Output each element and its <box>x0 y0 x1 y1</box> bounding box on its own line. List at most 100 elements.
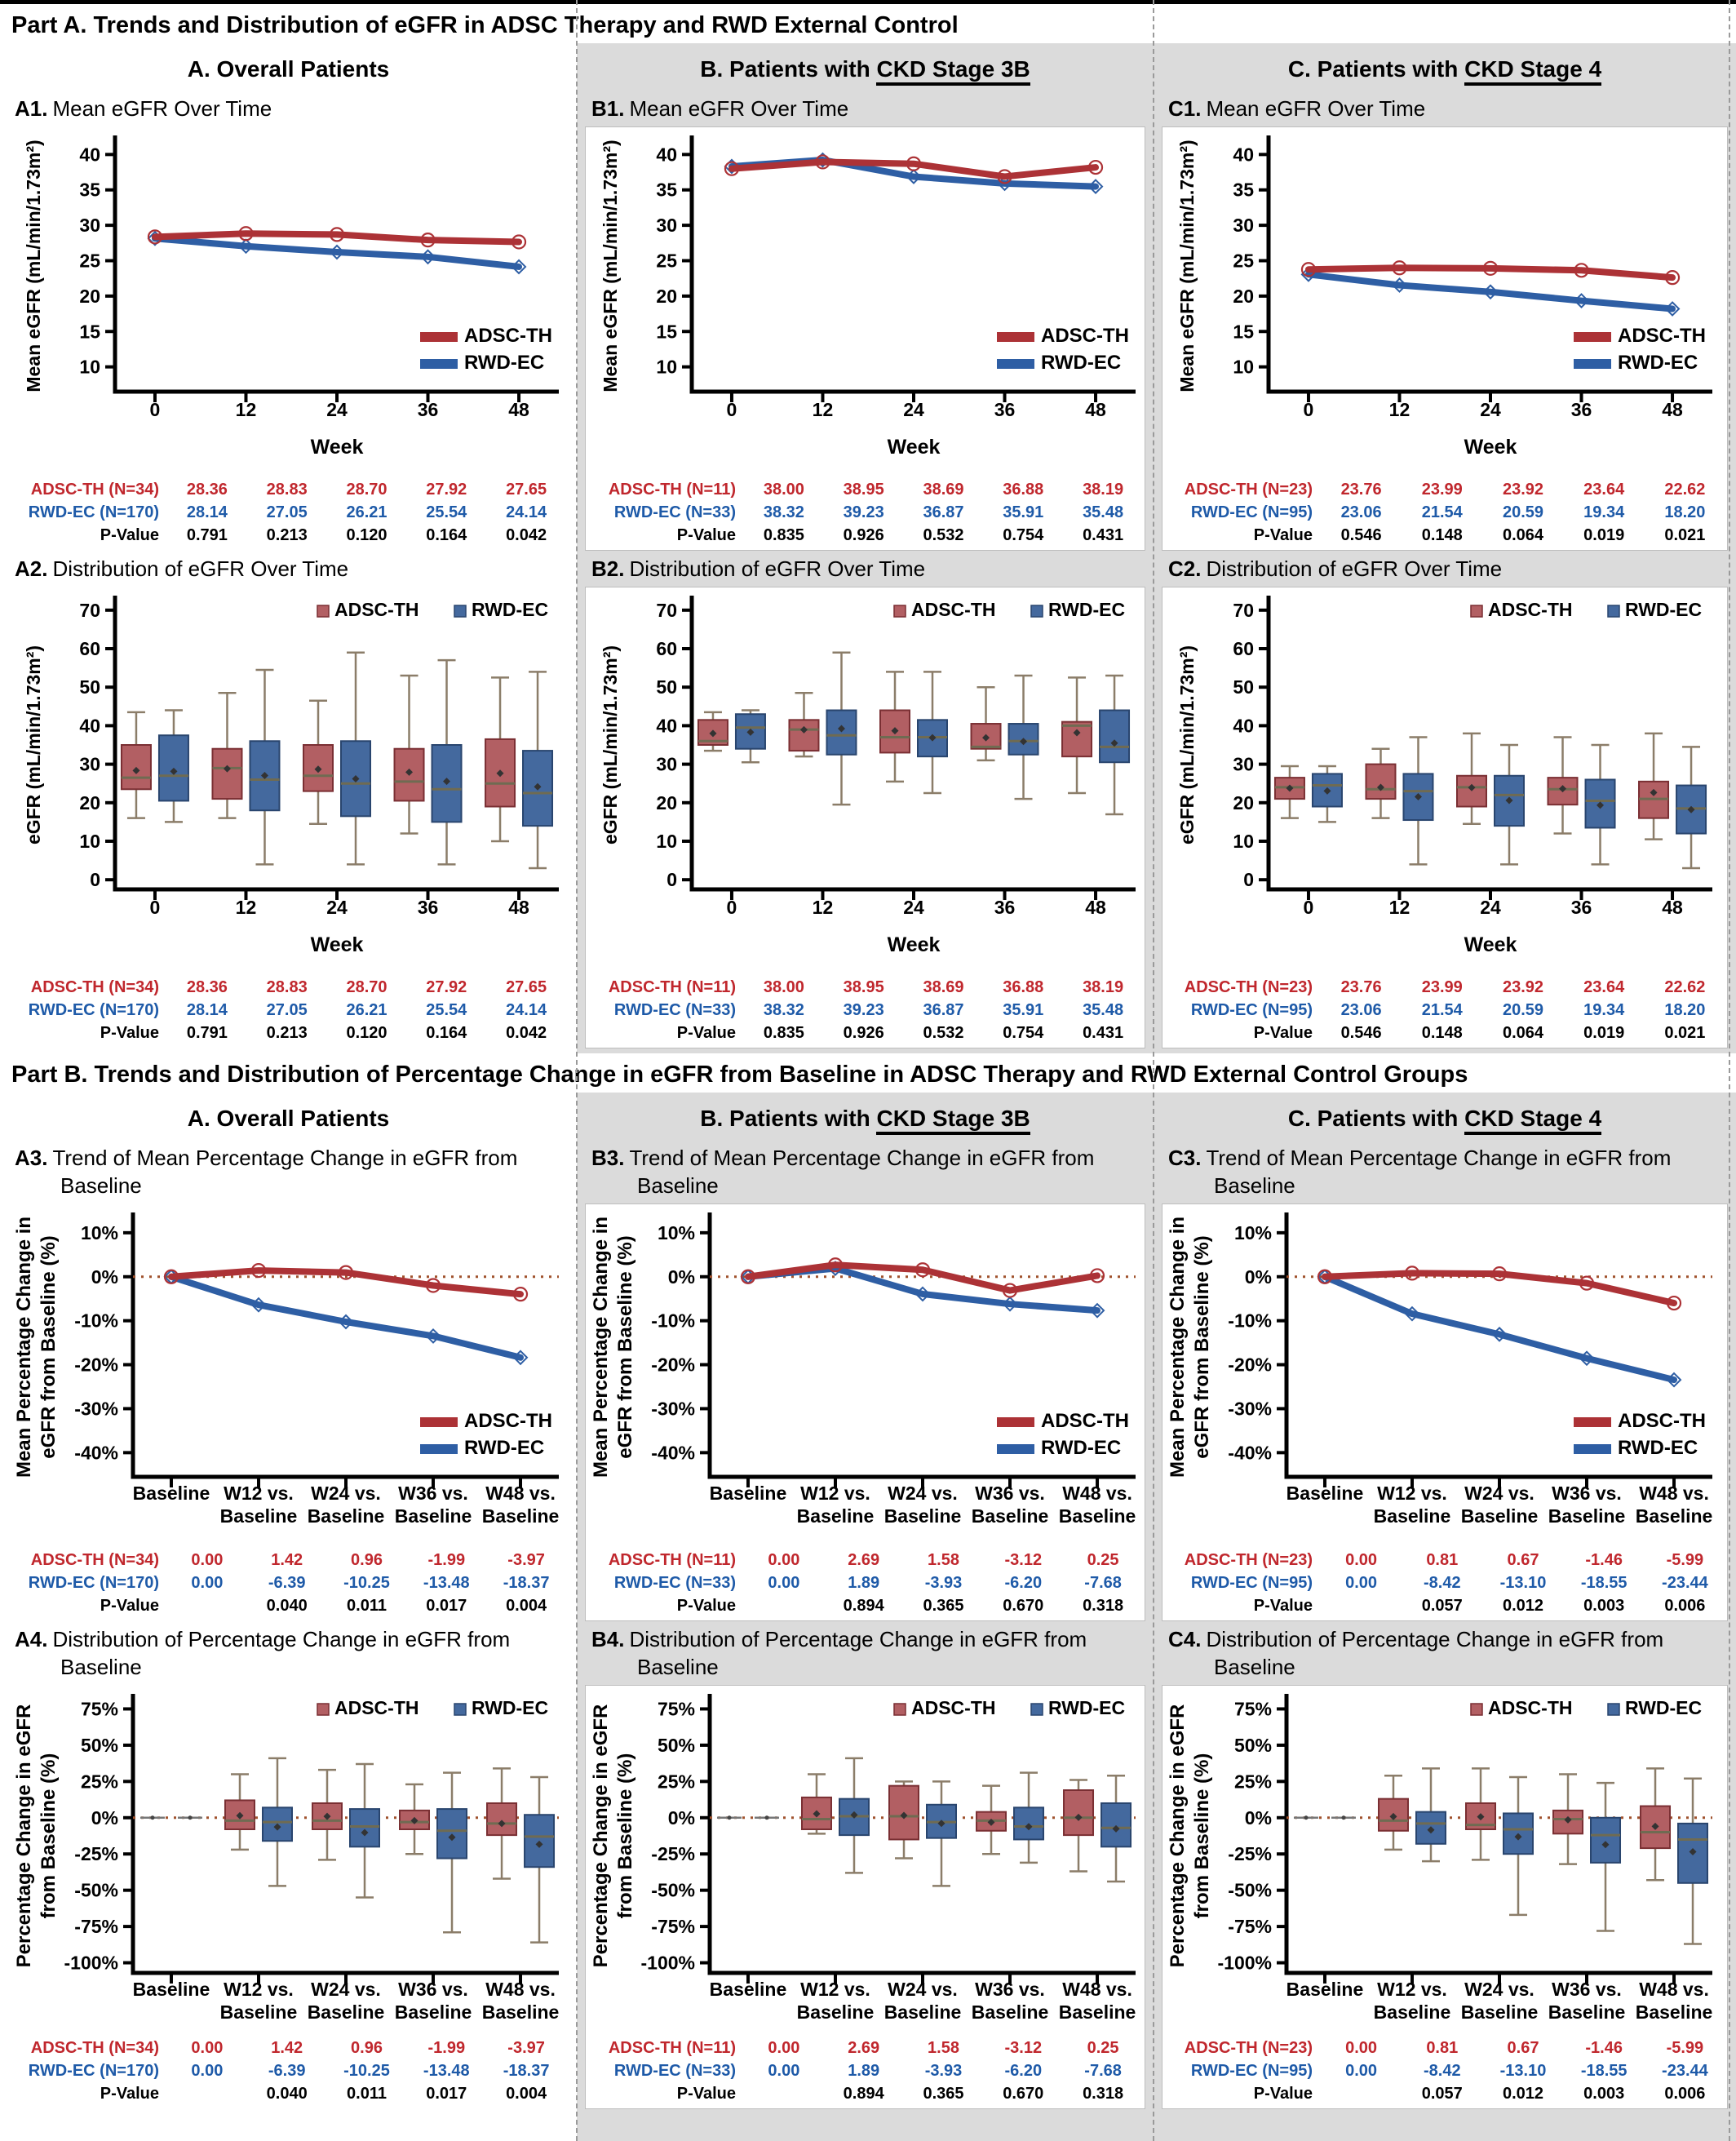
value-cell: 0.040 <box>266 2085 308 2103</box>
svg-text:70: 70 <box>79 600 100 621</box>
value-cell: 23.06 <box>1340 1001 1382 1019</box>
svg-text:W48 vs.: W48 vs. <box>485 1979 556 2000</box>
svg-text:50: 50 <box>1233 676 1254 698</box>
panel-c2: C2. Distribution of eGFR Over Time 70 60 50… <box>1154 556 1736 1048</box>
svg-text:20: 20 <box>656 286 677 307</box>
svg-text:30: 30 <box>1233 754 1254 775</box>
value-cell: 1.42 <box>271 1551 303 1569</box>
value-cell: -5.99 <box>1666 2039 1704 2057</box>
value-cell: 0.042 <box>506 526 547 544</box>
table-b3: ADSC-TH (N=11) 0.00 2.69 1.58 -3.12 0.25 RWD-E… <box>587 1549 1143 1617</box>
svg-text:20: 20 <box>1233 792 1254 813</box>
row-label: RWD-EC (N=170) <box>28 1574 159 1592</box>
svg-text:0%: 0% <box>668 1807 695 1828</box>
value-cell: 2.69 <box>848 2039 880 2057</box>
panel-b1-card: 40 35 30 25 20 15 10 0 12 24 36 48 Week Mean eGFR (mL… <box>585 126 1145 551</box>
svg-text:70: 70 <box>1233 600 1254 621</box>
panel-number: C1. <box>1168 96 1202 121</box>
svg-text:Baseline: Baseline <box>972 1505 1049 1527</box>
svg-text:-100%: -100% <box>641 1953 695 1974</box>
table-row: ADSC-TH (N=23) 23.76 23.99 23.92 23.64 22.62 <box>1164 976 1725 999</box>
svg-text:40: 40 <box>656 715 677 736</box>
panel-c4-title: C4. Distribution of Percentage Change in … <box>1168 1626 1729 1683</box>
svg-text:Percentage Change in eGFR: Percentage Change in eGFR <box>13 1704 35 1968</box>
value-cell: 23.99 <box>1421 978 1463 996</box>
value-cell: 22.62 <box>1664 481 1706 499</box>
value-cell: 0.003 <box>1583 2085 1625 2103</box>
svg-text:-100%: -100% <box>1218 1953 1272 1974</box>
svg-text:30: 30 <box>79 754 100 775</box>
table-c2: ADSC-TH (N=23) 23.76 23.99 23.92 23.64 22.62 R… <box>1164 976 1725 1044</box>
panel-c3: C3. Trend of Mean Percentage Change in eG… <box>1154 1145 1736 1621</box>
value-cell: 0.96 <box>351 1551 383 1569</box>
panel-a3-card: 10% 0% -10% -20% -30% -40% Baseline W12 vs. Base… <box>8 1203 569 1621</box>
panel-c2-card: 70 60 50 40 30 20 10 0 0 12 24 36 48 Week eGFR (mL/min… <box>1162 587 1728 1048</box>
svg-text:ADSC-TH: ADSC-TH <box>911 599 996 620</box>
value-cell: 0.021 <box>1664 526 1706 544</box>
panel-a2-title: A2. Distribution of eGFR Over Time <box>15 556 570 585</box>
value-cell: 28.83 <box>266 978 308 996</box>
value-cell: 24.14 <box>506 503 547 521</box>
svg-text:from Baseline (%): from Baseline (%) <box>614 1753 636 1919</box>
row-label: RWD-EC (N=170) <box>28 2062 159 2080</box>
value-cell: -3.97 <box>507 2039 545 2057</box>
value-cell: 38.00 <box>763 978 804 996</box>
svg-text:RWD-EC: RWD-EC <box>1625 1697 1702 1718</box>
row-label: RWD-EC (N=33) <box>613 503 736 521</box>
svg-text:from Baseline (%): from Baseline (%) <box>1191 1753 1213 1919</box>
panel-a2-card: 70 60 50 40 30 20 10 0 0 12 24 36 48 Week eGFR (mL/min… <box>8 587 569 1048</box>
svg-text:W48 vs.: W48 vs. <box>1639 1483 1709 1504</box>
svg-text:-25%: -25% <box>74 1843 118 1864</box>
svg-text:24: 24 <box>326 897 348 918</box>
value-cell: 0.017 <box>426 1597 467 1615</box>
svg-text:12: 12 <box>236 897 257 918</box>
value-cell: 0.019 <box>1583 1024 1625 1042</box>
svg-text:W24 vs.: W24 vs. <box>311 1979 381 2000</box>
svg-text:Baseline: Baseline <box>133 1979 210 2000</box>
svg-text:Week: Week <box>888 436 941 459</box>
svg-text:W24 vs.: W24 vs. <box>888 1979 958 2000</box>
svg-text:0%: 0% <box>91 1807 118 1828</box>
value-cell: 0.754 <box>1003 526 1044 544</box>
svg-text:-30%: -30% <box>651 1398 695 1419</box>
value-cell <box>744 1594 824 1617</box>
value-cell: 0.019 <box>1583 526 1625 544</box>
svg-text:Baseline: Baseline <box>308 2001 385 2023</box>
panel-c4-card: 75% 50% 25% 0% -25% -50% -75% -100% Baseline W12 … <box>1162 1685 1728 2109</box>
table-row: P-Value 0.040 0.011 0.017 0.004 <box>11 2082 566 2105</box>
svg-text:-20%: -20% <box>651 1354 695 1376</box>
panel-number: B1. <box>591 96 625 121</box>
value-cell: 0.670 <box>1003 2085 1044 2103</box>
chart-b1-mean-egfr-line: 40 35 30 25 20 15 10 0 12 24 36 48 Week Mean eGFR (mL… <box>600 135 1136 459</box>
svg-text:24: 24 <box>1480 399 1501 420</box>
value-cell: 0.021 <box>1664 1024 1706 1042</box>
value-cell: 0.00 <box>191 2062 224 2080</box>
chart-a2-egfr-boxplot: 70 60 50 40 30 20 10 0 0 12 24 36 48 Week eGFR (mL/min… <box>23 596 559 956</box>
svg-text:36: 36 <box>994 897 1016 918</box>
value-cell: 1.42 <box>271 2039 303 2057</box>
value-cell: -3.93 <box>924 2062 963 2080</box>
value-cell: 36.87 <box>923 1001 964 1019</box>
svg-text:50%: 50% <box>658 1735 695 1756</box>
value-cell: 0.004 <box>506 1597 547 1615</box>
svg-text:Week: Week <box>1464 436 1517 459</box>
svg-text:10: 10 <box>79 831 100 852</box>
value-cell: 23.64 <box>1583 978 1625 996</box>
part-b-title: Part B. Trends and Distribution of Perce… <box>11 1062 1468 1088</box>
panel-a3-title: A3. Trend of Mean Percentage Change in eG… <box>15 1145 570 1202</box>
value-cell: 39.23 <box>843 1001 884 1019</box>
row-label: ADSC-TH (N=34) <box>30 2039 159 2057</box>
column-ckd4-part-a: C. Patients with CKD Stage 4 C1. Mean eGF… <box>1154 43 1736 1053</box>
svg-text:-25%: -25% <box>1228 1843 1272 1864</box>
table-row: P-Value 0.546 0.148 0.064 0.019 0.021 <box>1164 1022 1725 1044</box>
table-row: ADSC-TH (N=11) 0.00 2.69 1.58 -3.12 0.25 <box>587 2037 1143 2059</box>
svg-text:W12 vs.: W12 vs. <box>800 1483 870 1504</box>
value-cell: 0.81 <box>1426 2039 1459 2057</box>
row-label: P-Value <box>100 2085 159 2103</box>
svg-text:eGFR from Baseline (%): eGFR from Baseline (%) <box>38 1235 60 1458</box>
svg-text:W36 vs.: W36 vs. <box>1552 1483 1622 1504</box>
panel-title-text: Distribution of Percentage Change in eGF… <box>629 1627 1087 1679</box>
svg-text:-20%: -20% <box>1228 1354 1272 1376</box>
svg-text:0%: 0% <box>668 1266 695 1288</box>
column-header-text: C. Patients with <box>1287 1106 1465 1131</box>
